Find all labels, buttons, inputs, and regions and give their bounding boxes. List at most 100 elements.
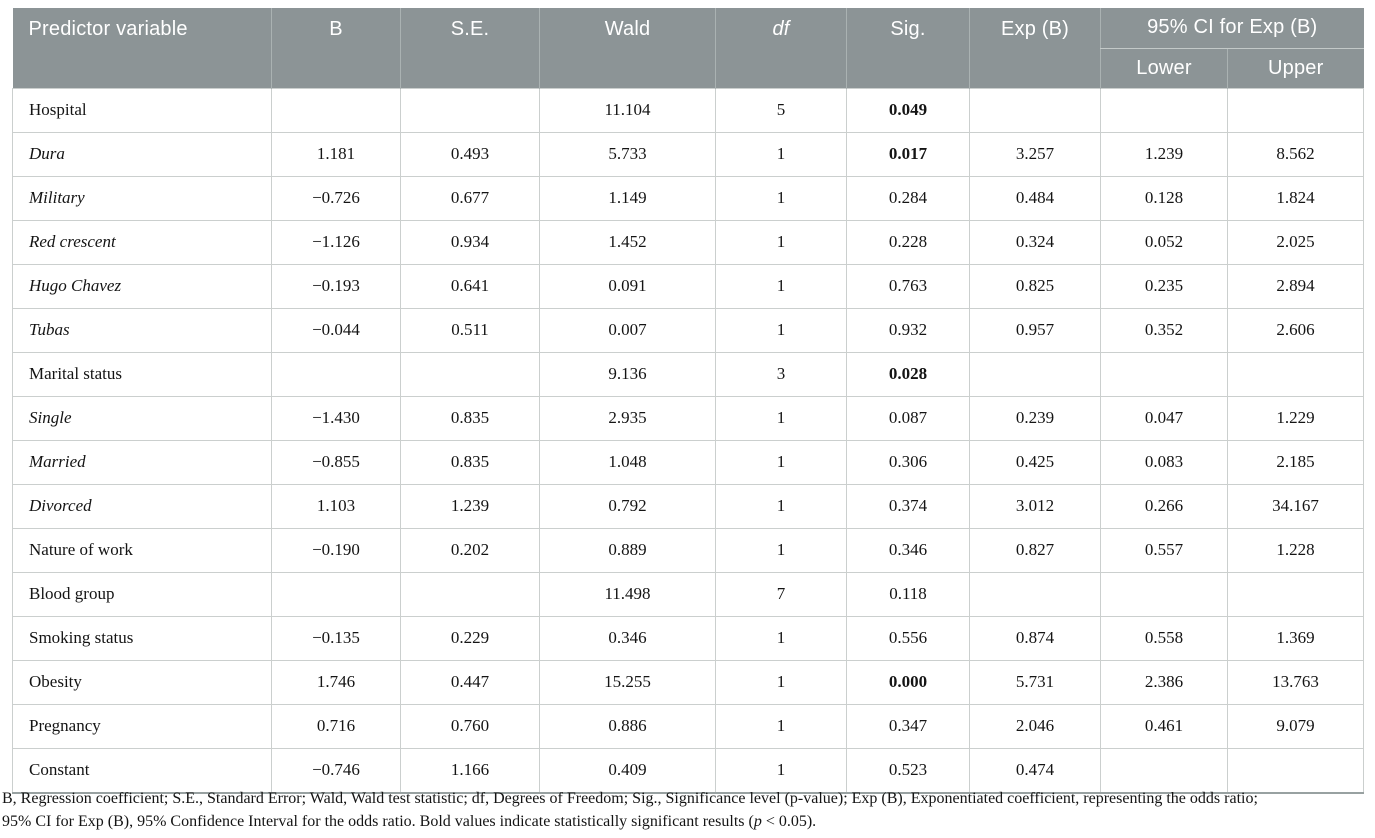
cell-sig: 0.346 xyxy=(846,527,970,573)
cell-se xyxy=(400,87,540,133)
cell-upper xyxy=(1226,87,1365,133)
p-value-symbol: p xyxy=(753,813,762,830)
cell-predictor: Pregnancy xyxy=(12,703,272,749)
cell-predictor: Tubas xyxy=(12,307,272,353)
cell-exp-b xyxy=(969,571,1101,617)
cell-b: 1.181 xyxy=(271,131,401,177)
cell-exp-b: 0.957 xyxy=(969,307,1101,353)
cell-wald: 0.792 xyxy=(539,483,716,529)
cell-sig: 0.087 xyxy=(846,395,970,441)
cell-b: −0.044 xyxy=(271,307,401,353)
cell-b xyxy=(271,351,401,397)
table-row: Nature of work −0.190 0.202 0.889 1 0.346 0.82… xyxy=(12,527,1365,573)
column-header-df: df xyxy=(715,8,847,88)
cell-upper: 2.606 xyxy=(1226,307,1365,353)
table-row: Tubas −0.044 0.511 0.007 1 0.932 0.957 0.352 2.6… xyxy=(12,307,1365,353)
cell-exp-b: 0.827 xyxy=(969,527,1101,573)
cell-se: 0.202 xyxy=(400,527,540,573)
table-row: Married −0.855 0.835 1.048 1 0.306 0.425 0.083 2… xyxy=(12,439,1365,485)
cell-df: 1 xyxy=(715,395,847,441)
cell-upper: 1.229 xyxy=(1226,395,1365,441)
header-row-sub: Lower Upper xyxy=(13,48,1364,88)
cell-wald: 0.886 xyxy=(539,703,716,749)
cell-predictor: Marital status xyxy=(12,351,272,397)
cell-sig: 0.049 xyxy=(846,87,970,133)
cell-exp-b: 0.874 xyxy=(969,615,1101,661)
cell-wald: 15.255 xyxy=(539,659,716,705)
cell-upper: 2.894 xyxy=(1226,263,1365,309)
cell-exp-b: 0.239 xyxy=(969,395,1101,441)
table-row: Red crescent −1.126 0.934 1.452 1 0.228 0.324 0… xyxy=(12,219,1365,265)
column-header-b: B xyxy=(271,8,401,88)
column-header-95-ci: 95% CI for Exp (B) xyxy=(1099,8,1364,49)
cell-predictor: Red crescent xyxy=(12,219,272,265)
cell-se: 0.641 xyxy=(400,263,540,309)
cell-sig: 0.374 xyxy=(846,483,970,529)
footnote-line-2: 95% CI for Exp (B), 95% Confidence Inter… xyxy=(2,813,817,830)
cell-wald: 0.889 xyxy=(539,527,716,573)
cell-exp-b: 3.257 xyxy=(969,131,1101,177)
cell-se: 0.493 xyxy=(400,131,540,177)
cell-exp-b: 0.425 xyxy=(969,439,1101,485)
cell-predictor: Obesity xyxy=(12,659,272,705)
table-row: Smoking status −0.135 0.229 0.346 1 0.556 0.87… xyxy=(12,615,1365,661)
cell-sig: 0.523 xyxy=(846,747,970,793)
cell-b: −1.126 xyxy=(271,219,401,265)
cell-predictor: Blood group xyxy=(12,571,272,617)
cell-b: −0.190 xyxy=(271,527,401,573)
cell-df: 1 xyxy=(715,131,847,177)
cell-wald: 1.048 xyxy=(539,439,716,485)
cell-sig: 0.347 xyxy=(846,703,970,749)
cell-predictor: Divorced xyxy=(12,483,272,529)
table-row: Divorced 1.103 1.239 0.792 1 0.374 3.012 0.266 3… xyxy=(12,483,1365,529)
footnote-line-1: B, Regression coefficient; S.E., Standar… xyxy=(2,790,1258,807)
table-row: Obesity 1.746 0.447 15.255 1 0.000 5.731 2.386 1… xyxy=(12,659,1365,705)
cell-sig: 0.306 xyxy=(846,439,970,485)
cell-sig: 0.017 xyxy=(846,131,970,177)
cell-b: −0.193 xyxy=(271,263,401,309)
cell-wald: 0.091 xyxy=(539,263,716,309)
cell-upper: 9.079 xyxy=(1226,703,1365,749)
cell-predictor: Nature of work xyxy=(12,527,272,573)
cell-upper: 1.228 xyxy=(1226,527,1365,573)
cell-sig: 0.118 xyxy=(846,571,970,617)
cell-sig: 0.228 xyxy=(846,219,970,265)
cell-df: 1 xyxy=(715,615,847,661)
cell-exp-b: 3.012 xyxy=(969,483,1101,529)
table-row: Dura 1.181 0.493 5.733 1 0.017 3.257 1.239 8.562 xyxy=(12,131,1365,177)
column-header-upper: Upper xyxy=(1226,48,1364,88)
cell-df: 1 xyxy=(715,439,847,485)
table-row: Military −0.726 0.677 1.149 1 0.284 0.484 0.128… xyxy=(12,175,1365,221)
cell-df: 1 xyxy=(715,219,847,265)
cell-exp-b: 0.474 xyxy=(969,747,1101,793)
cell-sig: 0.763 xyxy=(846,263,970,309)
cell-wald: 5.733 xyxy=(539,131,716,177)
cell-wald: 11.498 xyxy=(539,571,716,617)
cell-lower: 0.352 xyxy=(1100,307,1228,353)
table-row: Constant −0.746 1.166 0.409 1 0.523 0.474 xyxy=(12,747,1365,793)
cell-b: −0.746 xyxy=(271,747,401,793)
cell-lower: 0.052 xyxy=(1100,219,1228,265)
cell-predictor: Military xyxy=(12,175,272,221)
header-row-main: Predictor variable B S.E. Wald df Sig. E… xyxy=(12,8,1364,88)
cell-b: 0.716 xyxy=(271,703,401,749)
cell-upper: 1.824 xyxy=(1226,175,1365,221)
cell-wald: 0.409 xyxy=(539,747,716,793)
cell-wald: 1.149 xyxy=(539,175,716,221)
cell-exp-b: 2.046 xyxy=(969,703,1101,749)
cell-b xyxy=(271,87,401,133)
cell-upper xyxy=(1226,351,1365,397)
cell-b: 1.103 xyxy=(271,483,401,529)
cell-df: 1 xyxy=(715,703,847,749)
cell-lower: 0.461 xyxy=(1100,703,1228,749)
cell-predictor: Smoking status xyxy=(12,615,272,661)
cell-se xyxy=(400,571,540,617)
cell-se: 0.677 xyxy=(400,175,540,221)
cell-df: 7 xyxy=(715,571,847,617)
cell-exp-b: 0.324 xyxy=(969,219,1101,265)
cell-exp-b xyxy=(969,87,1101,133)
cell-upper xyxy=(1226,747,1365,793)
column-header-wald: Wald xyxy=(539,8,716,88)
cell-lower xyxy=(1100,87,1228,133)
cell-predictor: Dura xyxy=(12,131,272,177)
